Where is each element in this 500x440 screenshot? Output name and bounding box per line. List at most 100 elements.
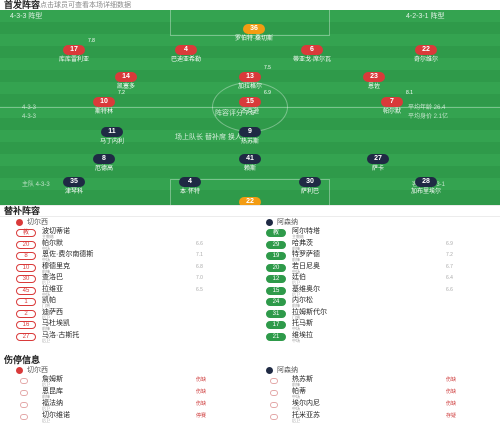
- player-away-lb[interactable]: 35 津琴科: [63, 177, 85, 195]
- sub-player-row[interactable]: 31 拉姆斯代尔 门将: [266, 309, 500, 321]
- injury-row[interactable]: 福法纳 后卫 伤缺: [16, 400, 256, 412]
- player-away-lw[interactable]: 11 马丁内利: [99, 127, 124, 145]
- player-name: 特罗萨德: [292, 251, 320, 258]
- jersey-number: 2: [16, 309, 36, 318]
- player-name: 托马斯: [292, 320, 313, 327]
- sub-player-row[interactable]: 27 马洛·古斯托 后卫: [16, 332, 256, 344]
- player-position: 前锋: [292, 257, 300, 262]
- player-position: 后卫: [292, 291, 300, 297]
- player-home-rw[interactable]: 7 帕尔默 8.1: [381, 90, 413, 115]
- injury-row[interactable]: 詹姆斯 后卫 伤缺: [16, 376, 256, 388]
- sub-player-row[interactable]: 29 哈弗茨 前锋 6.9: [266, 240, 500, 252]
- player-position: 中场: [292, 326, 300, 331]
- player-home-cb1[interactable]: 4 巴迪亚希勒: [170, 45, 201, 63]
- player-position: 前锋: [292, 382, 300, 387]
- player-home-gk[interactable]: 36 罗伯特·桑切斯: [235, 24, 273, 42]
- player-name: 帕蒂: [292, 388, 306, 395]
- player-home-lb[interactable]: 17 库库雷利亚 7.8: [58, 38, 95, 63]
- jersey-number: 30: [16, 275, 36, 283]
- player-rating: 7.1: [196, 252, 203, 258]
- sub-player-row[interactable]: 10 穆德里克 前锋 6.8: [16, 263, 256, 275]
- injury-status: 存疑: [446, 413, 457, 419]
- injury-row[interactable]: 恩昆库 前锋 伤缺: [16, 388, 256, 400]
- sub-player-row[interactable]: 1 凯帕 门将: [16, 297, 256, 309]
- injuries-home-head: 切尔西: [16, 365, 256, 376]
- player-away-cb1[interactable]: 4 本·怀特: [179, 177, 201, 195]
- player-home-cb2[interactable]: 6 蒂亚戈·席尔瓦: [293, 45, 331, 63]
- jersey-number: 12: [266, 275, 286, 283]
- player-name: 托米亚苏: [292, 412, 320, 419]
- player-home-cm3[interactable]: 23 恩佐: [344, 65, 404, 91]
- player-name: 穆德里克: [42, 262, 70, 270]
- player-away-am2[interactable]: 41 赖斯: [220, 147, 280, 173]
- jersey-number: 45: [16, 286, 36, 295]
- sub-player-row[interactable]: 24 内尔松 前锋: [266, 297, 500, 309]
- player-name: 帕尔默: [42, 239, 63, 247]
- player-away-st[interactable]: 9 热苏斯: [239, 127, 261, 145]
- player-name: 维埃拉: [292, 331, 313, 339]
- player-position: 中场: [42, 291, 50, 297]
- player-rating: 6.7: [446, 263, 453, 270]
- sub-player-row[interactable]: 12 廷伯 后卫 6.4: [266, 274, 500, 286]
- player-position: 前锋: [42, 268, 50, 274]
- player-rating: 6.6: [196, 240, 203, 247]
- player-home-lw[interactable]: 10 斯特林 7.2: [93, 90, 125, 115]
- player-name: 恩昆库: [42, 388, 63, 395]
- subs-section: 切尔西 教波切蒂诺 主教练 20 帕尔默 中场 6.6 8 恩佐·费尔南德斯 中场 7.1 10 穆德…: [0, 217, 500, 355]
- lower-text: 场上队长 替补席 换人: [175, 134, 242, 141]
- jersey-number: 19: [266, 252, 286, 260]
- sub-player-row[interactable]: 20 若日尼奥 中场 6.7: [266, 263, 500, 275]
- sub-player-row[interactable]: 2 迪萨西 后卫: [16, 309, 256, 321]
- player-rating: 6.5: [196, 286, 203, 293]
- injury-row[interactable]: 帕蒂 中场 伤缺: [266, 388, 500, 400]
- injury-row[interactable]: 切尔维诺 后卫 停赛: [16, 412, 256, 424]
- jersey-number: 1: [16, 298, 36, 306]
- injury-row[interactable]: 托米亚苏 后卫 存疑: [266, 412, 500, 424]
- away-team-icon: [266, 218, 273, 226]
- player-rating: 6.6: [446, 286, 453, 293]
- player-name: 凯帕: [42, 297, 56, 304]
- player-name: 哈弗茨: [292, 239, 313, 247]
- sub-player-row[interactable]: 教波切蒂诺 主教练: [16, 228, 256, 240]
- player-name: 波切蒂诺: [42, 228, 70, 235]
- sub-player-row[interactable]: 21 维埃拉 中场: [266, 332, 500, 344]
- sub-player-row[interactable]: 17 托马斯 中场: [266, 320, 500, 332]
- sub-player-row[interactable]: 19 特罗萨德 前锋 7.2: [266, 251, 500, 263]
- player-position: 主教练: [42, 234, 54, 239]
- injury-status: 伤缺: [196, 401, 207, 407]
- player-name: 埃尔内尼: [292, 400, 320, 407]
- home-team-icon: [16, 366, 23, 374]
- sub-player-row[interactable]: 8 恩佐·费尔南德斯 中场 7.1: [16, 251, 256, 263]
- player-home-cm2[interactable]: 13 加拉格尔 7.5: [237, 65, 271, 90]
- lineup-title: 首发阵容: [4, 0, 41, 10]
- player-home-st[interactable]: 15 杰克逊 6.9: [239, 90, 271, 115]
- player-away-gk[interactable]: 22拉亚: [220, 190, 280, 205]
- bottom-left-label: 主队 4-3-3: [22, 182, 50, 188]
- sub-player-row[interactable]: 45 拉维亚 中场 6.5: [16, 286, 256, 298]
- sub-player-row[interactable]: 16 马杜埃凯 前锋: [16, 320, 256, 332]
- side-right-1: 平均年龄 26.4: [408, 105, 446, 111]
- player-home-rb[interactable]: 22 奇尔维尔: [413, 45, 438, 63]
- jersey-number: 15: [266, 286, 286, 295]
- player-away-cb2[interactable]: 30 萨利巴: [299, 177, 321, 195]
- injury-row[interactable]: 热苏斯 前锋 伤缺: [266, 376, 500, 388]
- player-rating: 6.9: [446, 240, 453, 247]
- player-away-am1[interactable]: 8 厄德高: [93, 154, 115, 172]
- sub-player-row[interactable]: 20 帕尔默 中场 6.6: [16, 240, 256, 252]
- home-formation-label: 4-3-3 阵型: [10, 13, 43, 20]
- sub-player-row[interactable]: 教阿尔特塔 主教练: [266, 228, 500, 240]
- penalty-box-top: [170, 10, 330, 36]
- player-home-cm1[interactable]: 14 凯塞多: [115, 72, 137, 90]
- injury-row[interactable]: 埃尔内尼 中场 伤缺: [266, 400, 500, 412]
- player-away-am3[interactable]: 27 萨卡: [348, 147, 408, 173]
- jersey-number: 10: [16, 263, 36, 272]
- subs-home-list: 教波切蒂诺 主教练 20 帕尔默 中场 6.6 8 恩佐·费尔南德斯 中场 7.1 10 穆德里克 前锋…: [16, 228, 256, 343]
- player-name: 马洛·古斯托: [42, 331, 80, 339]
- player-name: 迪萨西: [42, 308, 63, 316]
- sub-player-row[interactable]: 15 基维奥尔 后卫 6.6: [266, 286, 500, 298]
- player-away-rb[interactable]: 28 加布里埃尔: [410, 177, 441, 195]
- player-position: 前锋: [292, 245, 300, 251]
- player-name: 阿尔特塔: [292, 228, 320, 235]
- sub-player-row[interactable]: 30 查洛巴 后卫 7.0: [16, 274, 256, 286]
- player-position: 门将: [42, 303, 50, 308]
